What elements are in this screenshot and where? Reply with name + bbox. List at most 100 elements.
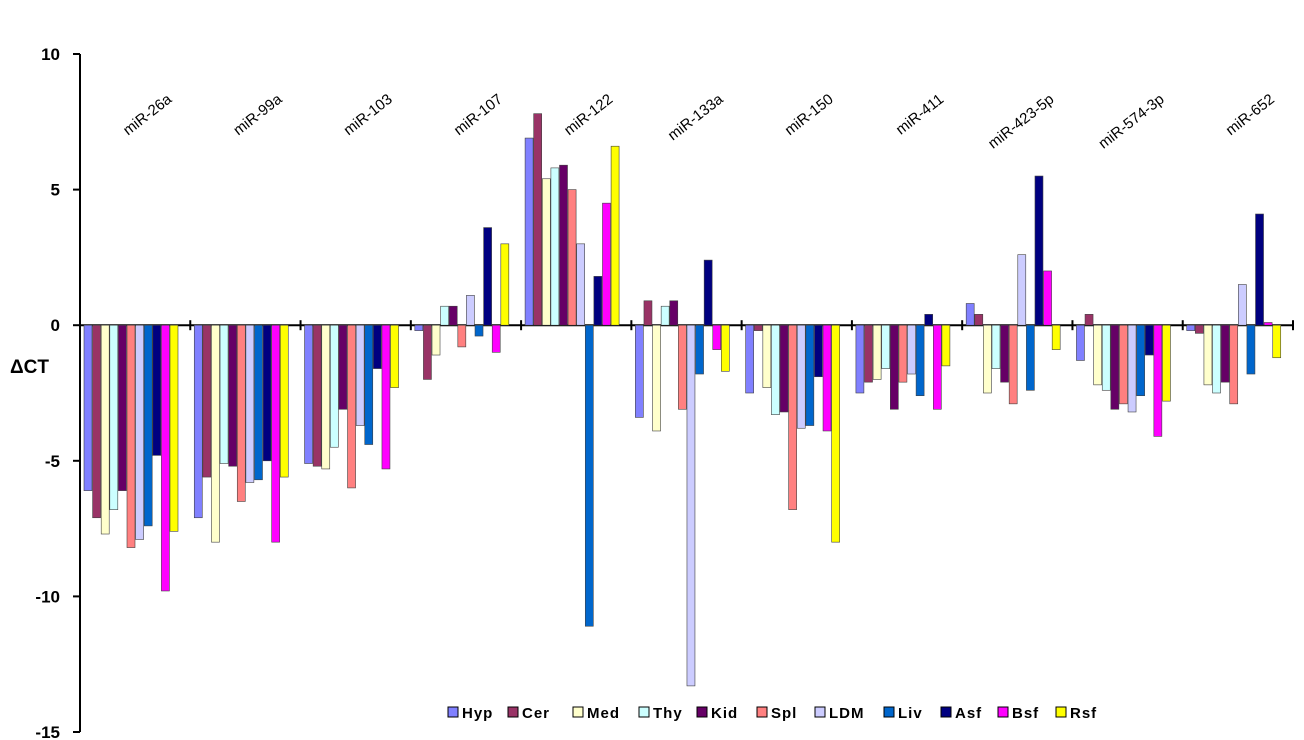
bar-ldm-mir-26a — [135, 324, 144, 540]
bar-ldm-mir-133a — [686, 324, 696, 687]
bar-liv-mir-122 — [584, 324, 594, 627]
bar-liv-mir-107 — [474, 324, 484, 337]
bar-rsf-mir-411 — [941, 324, 951, 367]
bar-hyp-mir-122 — [524, 137, 534, 326]
bar-med-mir-122 — [541, 178, 551, 326]
bar-kid-mir-103 — [338, 324, 348, 410]
bar-liv-mir-99a — [254, 324, 263, 481]
bar-med-mir-99a — [211, 324, 220, 543]
bar-cer-mir-133a — [643, 300, 653, 326]
bar-spl-mir-99a — [236, 324, 246, 502]
legend-label-liv: Liv — [898, 705, 923, 722]
legend-label-kid: Kid — [711, 705, 738, 722]
bar-hyp-mir-411 — [855, 324, 865, 394]
bar-cer-mir-411 — [864, 324, 873, 383]
bar-kid-mir-150 — [779, 324, 789, 413]
bar-thy-mir-99a — [219, 324, 229, 464]
bar-ldm-mir-122 — [576, 243, 585, 326]
bar-thy-mir-26a — [109, 324, 119, 510]
bar-kid-mir-26a — [118, 324, 127, 491]
bar-bsf-mir-574-3p — [1153, 324, 1163, 437]
bar-cer-mir-107 — [423, 324, 432, 380]
bar-hyp-mir-652 — [1186, 324, 1196, 331]
category-label: miR-99a — [230, 90, 286, 139]
legend-swatch-bsf — [997, 706, 1009, 718]
bar-liv-mir-133a — [695, 324, 704, 375]
legend-swatch-liv — [883, 706, 895, 718]
bar-bsf-mir-652 — [1263, 322, 1273, 326]
bar-asf-mir-423-5p — [1034, 175, 1044, 326]
bar-med-mir-107 — [431, 324, 441, 356]
category-label: miR-122 — [561, 91, 616, 139]
bar-med-mir-103 — [321, 324, 331, 470]
bar-hyp-mir-423-5p — [965, 303, 975, 326]
bar-rsf-mir-423-5p — [1051, 324, 1061, 350]
legend-label-bsf: Bsf — [1012, 705, 1039, 722]
bar-thy-mir-652 — [1212, 324, 1221, 394]
bar-cer-mir-99a — [202, 324, 212, 478]
bar-thy-mir-107 — [440, 305, 449, 326]
y-tick-label: 10 — [41, 45, 60, 64]
category-label: miR-411 — [893, 91, 947, 139]
y-tick-label: 0 — [51, 316, 60, 335]
bar-liv-mir-423-5p — [1026, 324, 1035, 391]
bar-spl-mir-574-3p — [1119, 324, 1128, 405]
bar-kid-mir-133a — [669, 300, 679, 326]
bar-spl-mir-107 — [457, 324, 467, 348]
bar-kid-mir-423-5p — [1000, 324, 1009, 383]
bar-bsf-mir-99a — [271, 324, 280, 543]
bar-cer-mir-150 — [753, 324, 763, 331]
bar-thy-mir-423-5p — [991, 324, 1001, 369]
bar-kid-mir-411 — [890, 324, 899, 410]
bar-kid-mir-107 — [448, 305, 458, 326]
bar-bsf-mir-411 — [933, 324, 942, 410]
legend-swatch-cer — [507, 706, 519, 718]
bar-thy-mir-122 — [550, 167, 560, 326]
bar-cer-mir-122 — [533, 113, 542, 326]
bar-hyp-mir-574-3p — [1076, 324, 1085, 361]
bar-cer-mir-423-5p — [974, 314, 984, 326]
bar-bsf-mir-423-5p — [1043, 270, 1052, 326]
category-label: miR-26a — [120, 90, 176, 139]
y-tick-label: -10 — [35, 587, 60, 606]
bar-bsf-mir-103 — [381, 324, 391, 470]
bar-thy-mir-133a — [660, 305, 670, 326]
bar-kid-mir-574-3p — [1110, 324, 1120, 410]
bar-liv-mir-103 — [364, 324, 374, 445]
bar-hyp-mir-103 — [304, 324, 313, 464]
bar-ldm-mir-150 — [796, 324, 806, 429]
bar-asf-mir-107 — [483, 227, 492, 326]
bar-hyp-mir-150 — [745, 324, 754, 394]
bar-thy-mir-150 — [771, 324, 780, 416]
legend-label-rsf: Rsf — [1070, 705, 1097, 722]
bar-asf-mir-652 — [1255, 213, 1264, 326]
bar-liv-mir-26a — [143, 324, 153, 527]
legend-swatch-asf — [940, 706, 952, 718]
bar-spl-mir-26a — [126, 324, 136, 548]
bar-thy-mir-411 — [881, 324, 891, 369]
bar-asf-mir-133a — [703, 259, 713, 326]
y-axis-label: ΔCT — [10, 357, 49, 378]
bar-liv-mir-150 — [805, 324, 815, 426]
bar-rsf-mir-103 — [390, 324, 399, 388]
legend-swatch-rsf — [1055, 706, 1067, 718]
bar-spl-mir-122 — [567, 189, 577, 326]
bar-asf-mir-103 — [373, 324, 382, 369]
legend-swatch-ldm — [814, 706, 826, 718]
legend-swatch-kid — [696, 706, 708, 718]
bar-asf-mir-99a — [262, 324, 272, 462]
category-label: miR-133a — [665, 90, 727, 144]
bar-kid-mir-652 — [1220, 324, 1230, 383]
bar-hyp-mir-133a — [635, 324, 644, 418]
category-label: miR-150 — [782, 91, 837, 139]
legend-label-thy: Thy — [653, 705, 683, 722]
bar-bsf-mir-133a — [712, 324, 722, 350]
bar-asf-mir-411 — [924, 314, 934, 326]
bar-ldm-mir-103 — [355, 324, 365, 426]
bar-ldm-mir-652 — [1238, 284, 1247, 326]
bar-spl-mir-103 — [347, 324, 356, 489]
y-tick-label: -15 — [35, 723, 60, 740]
bar-spl-mir-423-5p — [1008, 324, 1018, 405]
